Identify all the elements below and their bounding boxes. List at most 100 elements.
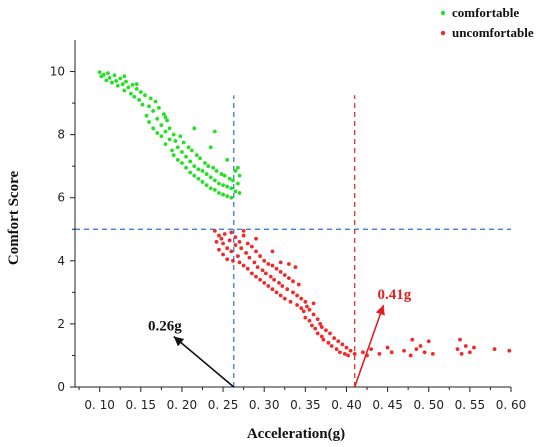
y-tick-label: 4 <box>57 254 65 268</box>
data-point-uncomfortable <box>337 350 342 355</box>
axes: 0. 10 0. 15 0. 20 0. 25 0. 30 0. 35 0. 40 0. 45… <box>50 40 526 412</box>
annotation-arrow <box>353 304 385 388</box>
data-point-comfortable <box>206 164 211 169</box>
data-point-comfortable <box>196 167 201 172</box>
data-point-uncomfortable <box>402 348 406 353</box>
data-point-uncomfortable <box>225 246 230 251</box>
data-point-uncomfortable <box>272 277 276 282</box>
data-point-uncomfortable <box>361 350 365 355</box>
data-point-comfortable <box>155 116 160 121</box>
data-point-uncomfortable <box>408 353 413 358</box>
data-point-comfortable <box>208 186 213 191</box>
data-point-uncomfortable <box>305 304 309 309</box>
data-point-comfortable <box>147 120 151 124</box>
data-point-uncomfortable <box>293 265 298 270</box>
data-point-comfortable <box>235 181 240 186</box>
data-point-uncomfortable <box>225 257 230 262</box>
data-point-uncomfortable <box>244 251 249 255</box>
data-point-comfortable <box>167 126 172 131</box>
data-point-comfortable <box>106 71 110 76</box>
data-point-comfortable <box>110 80 114 85</box>
data-point-comfortable <box>208 175 213 180</box>
data-point-comfortable <box>144 113 149 118</box>
data-point-comfortable <box>138 90 143 94</box>
data-point-comfortable <box>212 129 217 134</box>
data-point-comfortable <box>115 83 120 88</box>
data-point-comfortable <box>180 150 184 154</box>
data-point-comfortable <box>198 156 202 161</box>
data-point-comfortable <box>222 173 227 178</box>
data-point-uncomfortable <box>307 318 312 323</box>
data-point-comfortable <box>221 183 225 188</box>
data-point-uncomfortable <box>221 252 225 257</box>
data-point-uncomfortable <box>410 337 415 342</box>
data-point-comfortable <box>163 129 168 134</box>
data-point-uncomfortable <box>241 228 246 233</box>
data-point-uncomfortable <box>249 271 254 276</box>
data-point-comfortable <box>97 70 102 75</box>
data-point-uncomfortable <box>328 331 332 336</box>
data-point-uncomfortable <box>270 287 275 292</box>
data-point-uncomfortable <box>245 241 250 246</box>
data-point-uncomfortable <box>286 276 291 281</box>
plot-area <box>75 95 511 387</box>
data-point-uncomfortable <box>262 258 267 263</box>
data-point-uncomfortable <box>336 339 341 344</box>
data-point-comfortable <box>148 96 153 101</box>
data-point-uncomfortable <box>326 340 331 345</box>
data-point-uncomfortable <box>258 277 262 282</box>
data-point-comfortable <box>212 178 217 183</box>
data-point-comfortable <box>200 169 205 173</box>
data-point-comfortable <box>229 195 234 200</box>
data-point-uncomfortable <box>278 293 283 298</box>
y-tick-label: 2 <box>57 317 65 331</box>
data-point-comfortable <box>181 140 186 145</box>
data-point-uncomfortable <box>278 260 283 265</box>
data-point-uncomfortable <box>346 353 351 358</box>
data-point-uncomfortable <box>254 274 258 279</box>
data-point-uncomfortable <box>222 232 227 236</box>
data-point-comfortable <box>107 75 112 80</box>
data-point-uncomfortable <box>319 334 324 339</box>
data-point-uncomfortable <box>507 348 512 353</box>
data-point-uncomfortable <box>307 307 312 312</box>
data-point-uncomfortable <box>310 323 314 328</box>
legend-marker-comfortable <box>440 10 446 16</box>
data-point-uncomfortable <box>254 249 258 254</box>
data-point-uncomfortable <box>295 293 300 298</box>
data-point-uncomfortable <box>385 345 390 350</box>
data-point-comfortable <box>170 148 174 153</box>
data-point-uncomfortable <box>321 337 326 342</box>
data-point-uncomfortable <box>369 347 374 352</box>
data-point-uncomfortable <box>285 287 290 292</box>
data-point-uncomfortable <box>311 312 316 317</box>
data-point-uncomfortable <box>459 351 464 356</box>
data-point-uncomfortable <box>252 260 257 265</box>
annotation-arrow <box>173 335 235 388</box>
legend-marker-uncomfortable <box>440 30 446 36</box>
y-tick-label: 6 <box>57 191 65 205</box>
data-point-comfortable <box>137 98 142 102</box>
x-tick-label: 0. 55 <box>455 398 486 412</box>
data-point-uncomfortable <box>227 238 232 243</box>
data-point-uncomfortable <box>274 290 279 295</box>
data-point-comfortable <box>184 154 188 159</box>
y-tick-label: 8 <box>57 128 65 142</box>
data-point-uncomfortable <box>329 344 334 348</box>
data-point-uncomfortable <box>217 233 221 238</box>
data-point-uncomfortable <box>229 249 234 254</box>
data-point-comfortable <box>211 165 216 170</box>
data-point-uncomfortable <box>348 348 353 353</box>
data-point-uncomfortable <box>352 351 357 356</box>
data-point-uncomfortable <box>286 262 291 266</box>
data-point-uncomfortable <box>245 266 250 271</box>
data-point-comfortable <box>153 99 158 104</box>
data-point-uncomfortable <box>263 271 268 276</box>
data-point-uncomfortable <box>301 309 306 314</box>
data-point-comfortable <box>120 82 125 87</box>
data-point-comfortable <box>192 126 197 131</box>
data-point-uncomfortable <box>231 258 235 263</box>
data-point-comfortable <box>161 112 166 117</box>
data-point-comfortable <box>134 86 139 91</box>
